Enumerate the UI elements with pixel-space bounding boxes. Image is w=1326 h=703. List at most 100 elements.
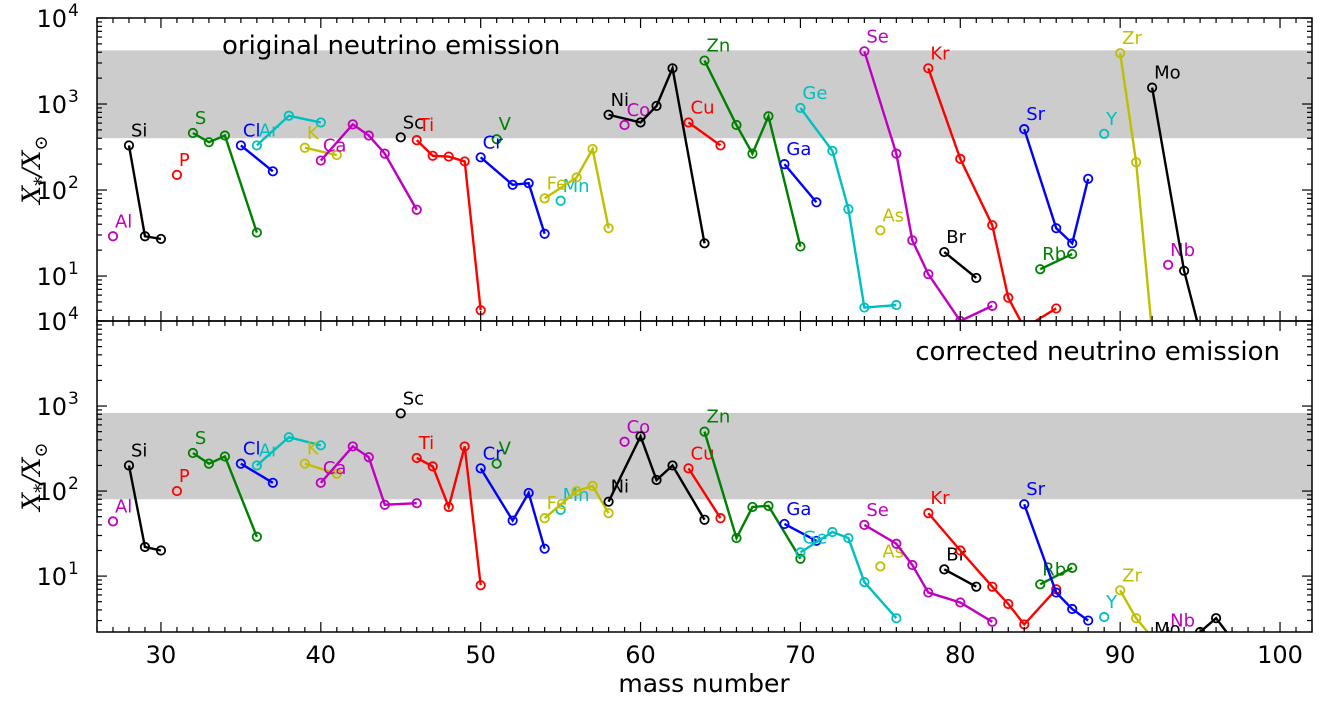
element-label: Al — [115, 211, 132, 232]
element-label: V — [499, 114, 512, 135]
y-tick-exponent: 4 — [68, 304, 79, 324]
series-line — [927, 512, 1058, 627]
data-point — [411, 452, 422, 464]
data-point — [763, 500, 774, 511]
element-label: Fe — [547, 173, 567, 194]
element-label: Ga — [786, 499, 811, 520]
data-point — [795, 241, 806, 252]
data-point — [715, 140, 726, 151]
data-point — [267, 477, 278, 488]
element-label: Ni — [611, 90, 629, 111]
x-tick-label: 100 — [1257, 641, 1303, 669]
data-point — [891, 299, 902, 311]
data-point — [507, 179, 518, 190]
data-point — [299, 142, 310, 153]
data-point — [587, 143, 598, 155]
data-point — [107, 231, 119, 242]
series-line — [783, 522, 817, 542]
y-tick-exponent: 2 — [68, 474, 79, 494]
element-label: Kr — [930, 488, 950, 509]
element-label: Sc — [403, 112, 424, 133]
data-point — [795, 547, 806, 558]
data-point — [859, 46, 870, 57]
data-point — [571, 172, 582, 183]
data-point — [923, 587, 934, 598]
data-point — [1196, 328, 1204, 336]
element-label: Al — [115, 496, 132, 517]
data-point — [1179, 265, 1190, 276]
element-label: Br — [946, 227, 966, 248]
data-point — [1147, 82, 1158, 93]
element-label: Ar — [259, 440, 279, 461]
element-label: Ti — [418, 433, 434, 454]
series-line — [127, 465, 162, 552]
element-label: Zn — [707, 407, 731, 428]
element-label: Mo — [1154, 619, 1181, 640]
data-point — [603, 109, 614, 120]
series-line — [608, 64, 706, 244]
series-line — [415, 139, 482, 311]
data-point — [699, 426, 710, 437]
data-point — [987, 220, 998, 231]
data-point — [603, 496, 614, 507]
data-point — [315, 440, 326, 451]
data-point — [219, 451, 230, 462]
data-point — [843, 203, 854, 215]
data-point — [1115, 48, 1126, 59]
data-point — [123, 140, 135, 151]
data-point — [187, 447, 199, 459]
data-point — [1148, 328, 1156, 336]
series-line — [240, 462, 274, 484]
data-point — [139, 231, 151, 242]
data-point — [571, 485, 582, 497]
data-point — [795, 102, 806, 114]
series-line — [479, 156, 546, 235]
data-point — [683, 117, 694, 128]
data-point — [1083, 615, 1094, 626]
series-line — [192, 131, 259, 233]
series-line — [1039, 252, 1073, 271]
element-label: Ar — [259, 120, 279, 141]
y-tick-exponent: 3 — [68, 389, 79, 409]
data-point — [747, 148, 758, 159]
element-label: S — [195, 428, 206, 449]
data-point — [347, 441, 358, 452]
data-point — [1163, 259, 1174, 270]
series-line — [256, 114, 322, 147]
data-point — [651, 474, 662, 486]
data-point — [811, 197, 822, 208]
data-point — [1051, 223, 1062, 234]
data-point — [443, 501, 454, 513]
data-point — [1099, 128, 1110, 139]
series-line — [783, 163, 818, 204]
x-tick-label: 40 — [306, 641, 337, 669]
data-point — [411, 498, 422, 509]
element-label: Y — [1105, 592, 1118, 613]
element-label: Se — [866, 500, 889, 521]
element-label: Sr — [1026, 479, 1045, 500]
data-point — [251, 140, 262, 151]
data-point — [187, 127, 199, 139]
data-point — [859, 519, 870, 530]
element-label: Zn — [707, 36, 731, 57]
element-label: Ca — [323, 136, 347, 157]
data-point — [939, 564, 950, 575]
element-label: Ge — [802, 83, 827, 104]
data-point — [251, 460, 262, 471]
data-point — [891, 538, 902, 549]
series-line — [319, 444, 417, 507]
data-point — [699, 55, 710, 66]
y-tick-label: 10 — [36, 177, 67, 205]
series-line — [687, 121, 722, 147]
data-point — [875, 561, 886, 572]
data-point — [1051, 303, 1062, 314]
element-label: P — [179, 466, 190, 487]
data-point — [331, 149, 342, 161]
data-point — [763, 111, 774, 122]
data-point — [1083, 173, 1094, 184]
data-point — [939, 246, 950, 258]
element-label: Co — [627, 417, 651, 438]
series-line — [703, 431, 802, 560]
